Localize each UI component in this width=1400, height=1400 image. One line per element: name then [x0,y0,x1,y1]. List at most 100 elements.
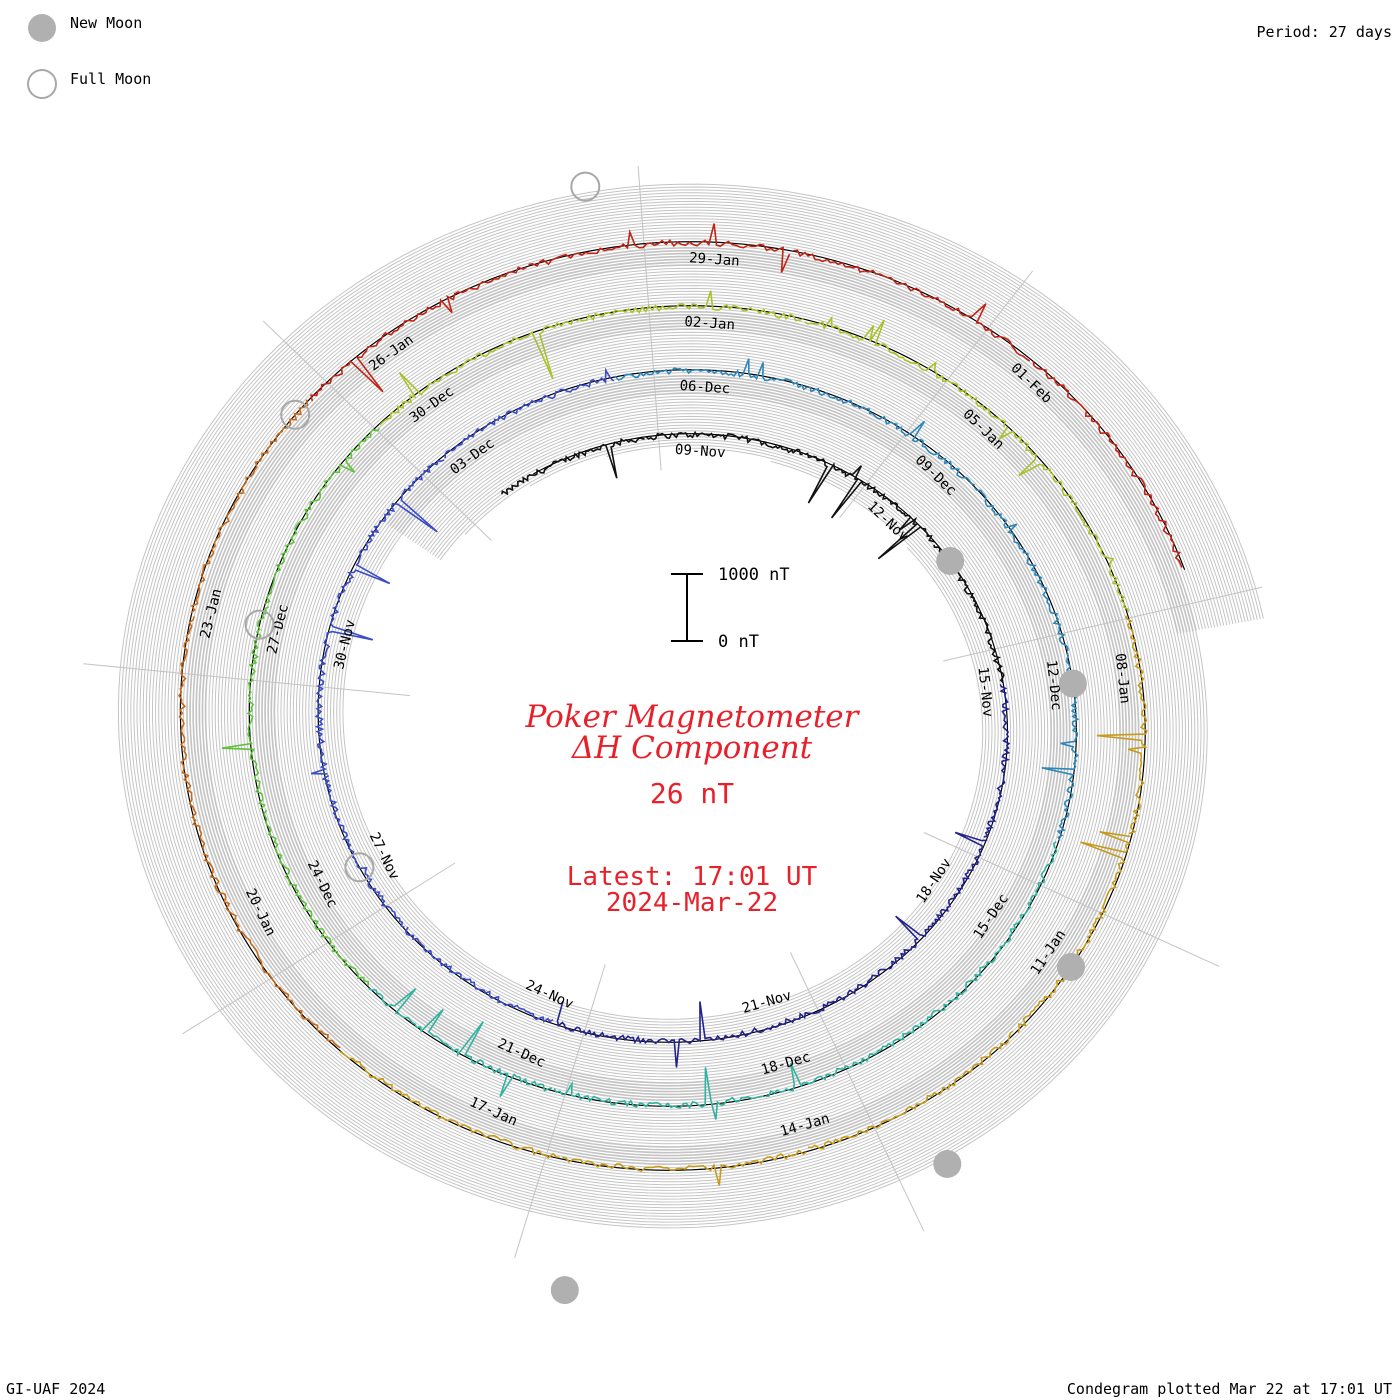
grid-ring [164,226,1219,1186]
date-label: 15-Nov [974,666,995,718]
grid-spoke [839,270,1033,519]
grid-ring [130,195,1252,1217]
date-label-layer: 09-Nov12-Nov15-Nov18-Nov21-Nov24-Nov27-N… [198,250,1133,1140]
grid-spoke [923,832,1220,967]
grid-ring [189,249,1194,1163]
grid-ring [182,244,1200,1168]
trace-segment [983,684,1011,838]
trace-segment [1017,831,1132,1033]
grid-spoke [514,964,606,1259]
trace-segment [998,426,1129,613]
grid-spoke [943,586,1263,662]
date-label: 02-Jan [684,314,736,333]
full-moon-legend-label: Full Moon [70,70,151,88]
trace-segment [947,841,1058,1002]
grid-spoke [637,165,662,471]
date-label: 18-Nov [913,856,955,907]
trace-segment [337,459,445,603]
latest-date: 2024-Mar-22 [606,888,778,918]
trace-segment [562,1149,808,1186]
grid-spoke [789,952,925,1232]
trace-layer [178,223,1183,1186]
new-moon-marker [550,1276,579,1305]
chart-title-line1: Poker Magnetometer [525,699,861,735]
new-moon-marker [933,1150,962,1178]
date-label: 09-Nov [674,442,726,461]
grid-ring [192,252,1191,1160]
date-label: 21-Nov [740,988,793,1017]
trace-segment [379,318,575,426]
trace-segment [528,223,791,273]
trace-segment [553,1067,764,1120]
legend: New Moon Full Moon [27,14,151,99]
trace-segment [310,266,527,402]
grid-layer [83,165,1264,1259]
trace-segment [974,487,1069,652]
date-label: 08-Jan [1112,652,1133,704]
grid-ring [195,255,1188,1157]
grid-ring [198,258,1185,1154]
grid-ring [158,221,1225,1191]
date-label: 29-Jan [689,250,741,269]
grid-ring [151,215,1231,1197]
grid-spoke [182,862,456,1035]
trace-segment [1032,361,1183,568]
new-moon-marker [1057,953,1085,981]
trace-segment [1096,615,1148,835]
grid-ring [139,203,1243,1209]
chart-title-line2: ΔH Component [571,730,813,766]
trace-segment [614,358,808,391]
grid-ring [173,235,1210,1177]
latest-value: 26 nT [650,777,734,810]
trace-segment [368,987,553,1098]
grid-ring [142,206,1240,1206]
grid-ring [170,232,1213,1180]
trace-segment [190,399,309,614]
latest-time: Latest: 17:01 UT [567,862,818,892]
grid-ring [145,209,1237,1203]
trace-segment [339,1050,560,1159]
trace-segment [501,437,645,496]
grid-ring [186,246,1197,1166]
scale-bar: 1000 nT 0 nT [671,565,790,652]
trace-segment [444,367,615,459]
trace-segment [263,809,370,986]
trace-segment [804,315,1006,428]
date-label: 12-Dec [1043,659,1064,711]
trace-segment [321,774,405,928]
full-moon-marker [280,399,311,430]
new-moon-legend-icon [28,14,56,42]
trace-segment [202,852,341,1049]
footer-plotted: Condegram plotted Mar 22 at 17:01 UT [1067,1380,1392,1398]
grid-ring [127,192,1255,1220]
trace-segment [264,427,381,605]
scale-bottom-label: 0 nT [718,632,759,652]
grid-ring [176,238,1206,1174]
grid-ring [117,183,1264,1229]
grid-ring [148,212,1234,1200]
full-moon-marker [344,852,375,883]
grid-ring [124,189,1258,1223]
new-moon-marker [1058,669,1087,698]
trace-segment [404,926,554,1023]
trace-segment [310,603,374,775]
trace-segment [888,831,988,970]
trace-segment [178,616,206,851]
footer-credit: GI-UAF 2024 [6,1380,105,1398]
grid-ring [161,224,1222,1189]
new-moon-legend-label: New Moon [70,14,142,32]
scale-top-label: 1000 nT [718,565,790,585]
full-moon-legend-icon [27,69,57,99]
full-moon-marker [570,171,601,202]
trace-segment [576,290,804,322]
grid-ring [155,218,1228,1194]
date-label: 06-Dec [679,378,731,397]
grid-spoke [83,663,411,697]
trace-segment [729,968,887,1039]
grid-ring [167,229,1216,1183]
trace-segment [807,1030,1014,1150]
trace-segment [809,386,976,486]
grid-ring [204,264,1179,1148]
grid-ring [133,197,1249,1215]
